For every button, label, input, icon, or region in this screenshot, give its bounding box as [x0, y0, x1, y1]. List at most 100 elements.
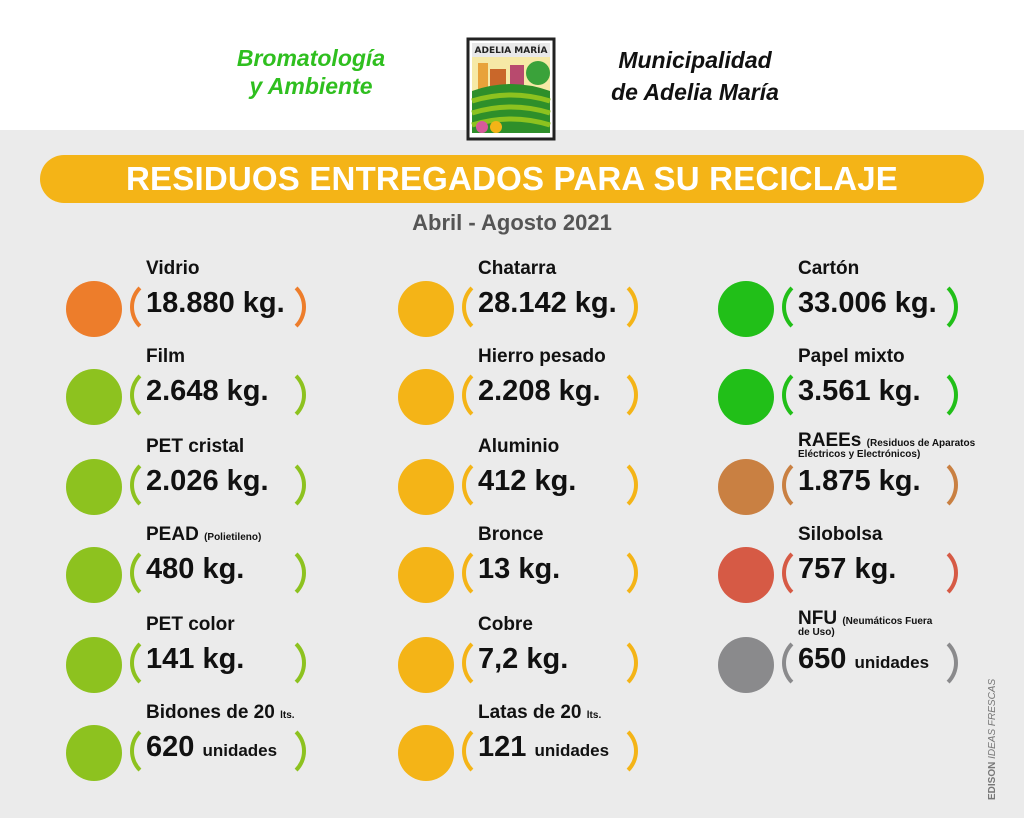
item-label: Chatarra — [478, 258, 556, 280]
value-frame — [130, 366, 306, 424]
item-note-line-2: Eléctricos y Electrónicos) — [798, 449, 921, 460]
waste-item: Cobre 7,2 kg. — [398, 614, 698, 694]
category-color-dot — [66, 281, 122, 337]
item-label: PEAD (Polietileno) — [146, 524, 261, 546]
item-label: Cobre — [478, 614, 533, 636]
municipal-crest-logo: ADELIA MARÍA — [466, 37, 556, 141]
item-label: Silobolsa — [798, 524, 882, 546]
item-label: Vidrio — [146, 258, 200, 280]
category-color-dot — [398, 547, 454, 603]
item-value: 28.142 kg. — [478, 287, 617, 320]
item-value-number: 2.026 kg. — [146, 465, 269, 497]
category-color-dot — [398, 725, 454, 781]
item-label: PET cristal — [146, 436, 244, 458]
item-label-text: NFU — [798, 608, 838, 629]
item-label: Aluminio — [478, 436, 559, 458]
item-label: RAEEs (Residuos de Aparatos — [798, 430, 975, 452]
waste-item: Silobolsa 757 kg. — [718, 524, 1018, 604]
item-value-number: 7,2 kg. — [478, 643, 569, 675]
item-label: PET color — [146, 614, 235, 636]
waste-item: Film 2.648 kg. — [66, 346, 366, 426]
item-value-number: 3.561 kg. — [798, 375, 921, 407]
category-color-dot — [718, 547, 774, 603]
item-value: 757 kg. — [798, 553, 896, 586]
item-label: Latas de 20 lts. — [478, 702, 601, 724]
item-note: lts. — [280, 710, 295, 721]
item-value: 18.880 kg. — [146, 287, 285, 320]
category-color-dot — [66, 725, 122, 781]
category-color-dot — [398, 281, 454, 337]
value-frame — [462, 634, 638, 692]
value-frame — [130, 456, 306, 514]
category-color-dot — [66, 637, 122, 693]
period-subtitle: Abril - Agosto 2021 — [412, 210, 612, 235]
item-value: 412 kg. — [478, 465, 576, 498]
item-value-number: 620 — [146, 731, 195, 763]
value-frame — [462, 544, 638, 602]
item-value: 7,2 kg. — [478, 643, 568, 676]
item-label-text: Silobolsa — [798, 524, 883, 545]
item-value-number: 141 kg. — [146, 643, 245, 675]
category-color-dot — [718, 281, 774, 337]
category-color-dot — [398, 637, 454, 693]
department-line-1: Bromatología — [236, 45, 386, 71]
item-note-line-2: de Uso) — [798, 627, 835, 638]
waste-item: Vidrio 18.880 kg. — [66, 258, 366, 338]
item-label: Bidones de 20 lts. — [146, 702, 295, 724]
waste-item: Hierro pesado 2.208 kg. — [398, 346, 698, 426]
item-label-text: Chatarra — [478, 258, 557, 279]
waste-item: Latas de 20 lts. 121 unidades — [398, 702, 698, 782]
value-frame — [782, 544, 958, 602]
item-note: (Residuos de Aparatos — [866, 438, 976, 449]
item-label: Film — [146, 346, 185, 368]
item-unit: unidades — [202, 741, 278, 760]
item-value-number: 2.208 kg. — [478, 375, 601, 407]
item-unit: unidades — [534, 741, 610, 760]
item-label-text: Papel mixto — [798, 346, 905, 367]
item-value-number: 121 — [478, 731, 527, 763]
item-value: 2.648 kg. — [146, 375, 269, 408]
item-label-text: Cobre — [478, 614, 533, 635]
waste-item: Bronce 13 kg. — [398, 524, 698, 604]
item-value-number: 28.142 kg. — [478, 287, 617, 319]
item-value-number: 480 kg. — [146, 553, 245, 585]
item-value: 33.006 kg. — [798, 287, 937, 320]
item-label: Bronce — [478, 524, 543, 546]
item-value-number: 650 — [798, 643, 847, 675]
value-frame — [782, 634, 958, 692]
municipality-name: Municipalidad de Adelia María — [580, 44, 810, 108]
item-note: (Neumáticos Fuera — [842, 616, 933, 627]
item-label-text: Bidones de 20 — [146, 702, 275, 723]
value-frame — [462, 278, 638, 336]
waste-item: Aluminio 412 kg. — [398, 436, 698, 516]
credit-tagline: IDEAS FRESCAS — [987, 678, 998, 759]
municipality-line-2: de Adelia María — [611, 79, 779, 105]
item-value: 480 kg. — [146, 553, 244, 586]
item-label-text: Bronce — [478, 524, 544, 545]
waste-item: NFU (Neumáticos Fuera de Uso) 650 unidades — [718, 608, 1018, 694]
waste-item: RAEEs (Residuos de Aparatos Eléctricos y … — [718, 430, 1018, 516]
category-color-dot — [718, 459, 774, 515]
waste-item: PET cristal 2.026 kg. — [66, 436, 366, 516]
item-label: NFU (Neumáticos Fuera — [798, 608, 932, 630]
page-title: RESIDUOS ENTREGADOS PARA SU RECICLAJE — [126, 160, 898, 197]
item-value: 141 kg. — [146, 643, 244, 676]
waste-item: PEAD (Polietileno) 480 kg. — [66, 524, 366, 604]
value-frame — [782, 278, 958, 336]
waste-item: Chatarra 28.142 kg. — [398, 258, 698, 338]
item-label-text: Aluminio — [478, 436, 560, 457]
value-frame — [130, 278, 306, 336]
category-color-dot — [66, 459, 122, 515]
item-label-text: RAEEs — [798, 430, 862, 451]
item-note: (Polietileno) — [204, 532, 262, 543]
waste-item: PET color 141 kg. — [66, 614, 366, 694]
item-label-text: PET cristal — [146, 436, 245, 457]
crest-text: ADELIA MARÍA — [475, 44, 548, 56]
item-value: 13 kg. — [478, 553, 560, 586]
item-value: 2.026 kg. — [146, 465, 269, 498]
category-color-dot — [66, 369, 122, 425]
item-value-number: 33.006 kg. — [798, 287, 937, 319]
item-value: 650 unidades — [798, 643, 929, 676]
value-frame — [130, 544, 306, 602]
item-value: 1.875 kg. — [798, 465, 921, 498]
